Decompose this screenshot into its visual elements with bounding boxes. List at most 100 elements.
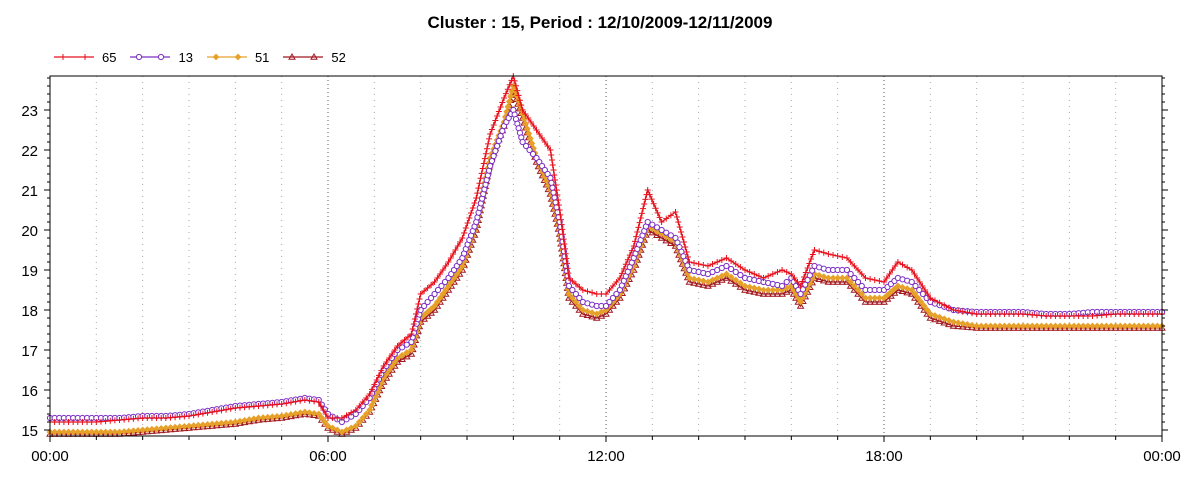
data-point-52 xyxy=(694,279,703,287)
data-point-51 xyxy=(755,285,763,293)
data-point-65 xyxy=(297,397,304,404)
data-point-65 xyxy=(638,210,645,217)
data-point-51 xyxy=(834,274,842,282)
data-point-65 xyxy=(320,407,327,413)
data-point-65 xyxy=(609,283,616,289)
data-point-65 xyxy=(635,224,642,231)
data-point-65 xyxy=(673,214,680,220)
data-point-65 xyxy=(892,263,899,269)
data-point-13 xyxy=(799,286,807,293)
data-point-65 xyxy=(556,207,563,213)
data-point-65 xyxy=(383,359,390,365)
data-point-51 xyxy=(968,321,976,329)
data-point-51 xyxy=(973,322,981,330)
data-point-65 xyxy=(371,381,378,388)
data-point-51 xyxy=(55,428,63,436)
legend-marker-51 xyxy=(212,53,220,61)
data-point-13 xyxy=(488,157,496,165)
data-point-65 xyxy=(547,147,554,153)
data-point-52 xyxy=(833,277,842,285)
data-point-65 xyxy=(494,113,501,119)
data-point-52 xyxy=(722,273,731,281)
data-point-13 xyxy=(806,272,813,279)
data-point-13 xyxy=(644,218,651,226)
data-point-13 xyxy=(723,262,730,270)
data-point-51 xyxy=(727,273,735,281)
data-point-51 xyxy=(431,302,438,310)
data-point-65 xyxy=(791,275,798,281)
data-point-65 xyxy=(388,351,395,357)
data-point-65 xyxy=(626,252,633,259)
data-point-51 xyxy=(1042,322,1050,330)
data-point-65 xyxy=(658,219,665,225)
data-point-65 xyxy=(386,355,393,361)
legend-marker-13 xyxy=(158,53,165,61)
data-point-65 xyxy=(563,255,570,262)
data-point-51 xyxy=(963,320,971,328)
data-point-65 xyxy=(927,295,934,301)
data-point-65 xyxy=(457,239,464,245)
data-point-13 xyxy=(497,132,504,140)
series-13 xyxy=(46,106,1166,426)
series-51 xyxy=(46,82,1166,436)
data-point-65 xyxy=(916,279,923,285)
data-point-65 xyxy=(584,288,591,295)
data-point-65 xyxy=(490,122,497,128)
data-point-65 xyxy=(616,275,623,281)
data-point-65 xyxy=(618,270,625,277)
data-point-65 xyxy=(723,255,730,261)
data-point-65 xyxy=(442,263,449,269)
data-point-51 xyxy=(352,422,360,430)
data-point-51 xyxy=(847,278,855,286)
data-point-65 xyxy=(881,279,887,285)
data-point-52 xyxy=(829,277,837,285)
legend-label-51: 51 xyxy=(254,49,270,65)
data-point-51 xyxy=(1001,322,1008,330)
data-point-65 xyxy=(552,182,559,188)
data-point-13 xyxy=(424,298,431,306)
data-point-65 xyxy=(502,90,509,97)
data-point-13 xyxy=(649,221,656,228)
data-point-65 xyxy=(306,397,313,404)
data-point-65 xyxy=(518,102,525,109)
data-point-65 xyxy=(646,191,653,198)
x-tick-label: 00:00 xyxy=(31,448,69,465)
data-point-51 xyxy=(1028,322,1036,330)
data-point-51 xyxy=(525,130,533,137)
data-point-65 xyxy=(704,263,711,269)
data-point-65 xyxy=(572,281,579,287)
data-point-13 xyxy=(441,278,449,286)
data-point-52 xyxy=(759,289,768,297)
data-point-65 xyxy=(802,269,809,276)
data-point-51 xyxy=(1102,322,1110,330)
data-point-65 xyxy=(565,270,572,277)
data-point-65 xyxy=(525,115,532,121)
data-point-51 xyxy=(1033,322,1041,330)
data-point-65 xyxy=(603,291,609,297)
data-point-65 xyxy=(686,259,693,265)
data-point-51 xyxy=(866,294,874,302)
data-point-65 xyxy=(565,275,572,281)
data-point-51 xyxy=(355,418,363,426)
data-point-65 xyxy=(695,261,702,267)
data-point-65 xyxy=(501,95,508,101)
data-point-52 xyxy=(685,277,694,285)
data-point-65 xyxy=(606,287,613,293)
x-tick-label: 06:00 xyxy=(309,448,347,465)
data-point-65 xyxy=(886,271,893,277)
data-point-51 xyxy=(991,322,999,330)
data-point-65 xyxy=(454,243,461,249)
legend-swatch-51 xyxy=(206,53,247,61)
data-point-65 xyxy=(652,205,659,212)
data-point-13 xyxy=(421,302,428,310)
data-point-51 xyxy=(741,282,749,290)
data-point-65 xyxy=(899,261,906,268)
data-point-51 xyxy=(1121,322,1129,330)
data-point-65 xyxy=(765,273,772,279)
data-point-13 xyxy=(847,270,854,278)
data-point-51 xyxy=(318,414,326,422)
data-point-65 xyxy=(945,304,952,311)
data-point-65 xyxy=(549,162,556,168)
data-point-65 xyxy=(624,256,631,263)
data-point-65 xyxy=(186,413,192,419)
